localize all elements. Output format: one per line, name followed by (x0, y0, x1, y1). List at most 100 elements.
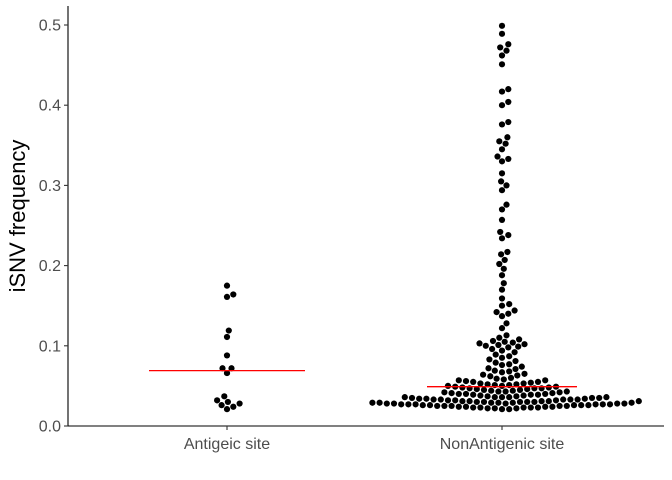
data-point (491, 367, 498, 374)
data-point (455, 390, 462, 398)
data-point (527, 379, 534, 386)
data-point (592, 401, 599, 408)
data-point (527, 404, 534, 411)
data-point (505, 155, 512, 163)
data-point (542, 403, 549, 410)
median-layer (149, 370, 577, 388)
data-point (498, 251, 505, 258)
data-point (492, 359, 499, 366)
data-point (498, 382, 506, 389)
data-point (563, 388, 570, 395)
data-point (509, 387, 516, 394)
data-point (491, 405, 498, 412)
data-point (524, 386, 531, 393)
data-point (426, 402, 434, 409)
data-point (408, 394, 416, 402)
data-point (498, 295, 506, 302)
data-point (498, 178, 505, 185)
data-point (505, 118, 512, 126)
data-point (534, 404, 542, 411)
data-point (477, 392, 484, 399)
data-point (524, 398, 531, 406)
data-point (470, 378, 477, 385)
data-point (223, 369, 231, 377)
data-point (441, 389, 448, 396)
data-point (534, 378, 542, 385)
x-tick-label: NonAntigenic site (440, 436, 565, 453)
data-point (493, 375, 500, 382)
data-point (521, 341, 528, 348)
data-point (520, 404, 527, 411)
y-tick-label: 0.4 (39, 98, 61, 115)
data-point (452, 397, 459, 404)
data-point (506, 406, 513, 413)
data-point (513, 405, 520, 412)
data-point (495, 399, 502, 406)
data-point (506, 394, 513, 401)
data-point (473, 398, 480, 406)
data-point (473, 386, 480, 393)
data-point (502, 388, 509, 395)
data-point (570, 402, 578, 409)
data-point (437, 396, 444, 403)
data-point (513, 381, 520, 388)
data-point (509, 339, 516, 346)
data-point (527, 391, 534, 398)
data-point (497, 228, 504, 236)
data-point (480, 386, 488, 394)
data-point (502, 140, 509, 147)
data-point (488, 399, 495, 406)
data-point (635, 398, 642, 405)
y-tick-label: 0.0 (39, 419, 61, 436)
data-point (495, 388, 502, 395)
data-point (578, 402, 585, 409)
data-point (498, 88, 506, 95)
data-point (224, 398, 231, 406)
data-point (498, 286, 506, 293)
data-point (621, 400, 628, 407)
data-point (614, 400, 621, 407)
data-point (484, 405, 491, 412)
data-point (496, 334, 503, 341)
data-point (596, 394, 603, 402)
data-point (228, 365, 235, 372)
data-point (603, 394, 610, 401)
data-point (230, 403, 237, 410)
data-point (498, 361, 506, 369)
data-point (455, 377, 462, 384)
data-point (516, 336, 523, 343)
data-point (441, 402, 448, 410)
x-tick-label: Antigeic site (184, 436, 270, 453)
data-point (494, 153, 501, 160)
data-point (501, 256, 508, 264)
data-point (556, 402, 563, 410)
data-point (498, 369, 506, 376)
data-point (515, 343, 522, 350)
data-point (470, 391, 477, 398)
data-point (534, 391, 542, 398)
data-point (498, 347, 506, 354)
data-point (383, 400, 390, 407)
data-point (476, 340, 483, 347)
y-tick-label: 0.3 (39, 178, 61, 195)
data-point (498, 235, 506, 242)
data-point (488, 387, 495, 394)
data-point (502, 400, 509, 407)
data-point (503, 201, 510, 208)
data-point (498, 102, 506, 109)
data-point (520, 392, 527, 399)
data-point (505, 232, 512, 239)
data-point (498, 354, 506, 361)
data-point (496, 260, 503, 268)
data-point (498, 406, 506, 413)
data-point (563, 402, 570, 410)
data-point (505, 41, 512, 48)
data-point (477, 380, 484, 387)
data-point (503, 47, 510, 54)
data-point (485, 365, 492, 372)
data-point (506, 353, 513, 360)
data-point (223, 293, 231, 300)
data-point (509, 399, 516, 406)
data-point (507, 374, 515, 381)
data-point (512, 365, 519, 373)
